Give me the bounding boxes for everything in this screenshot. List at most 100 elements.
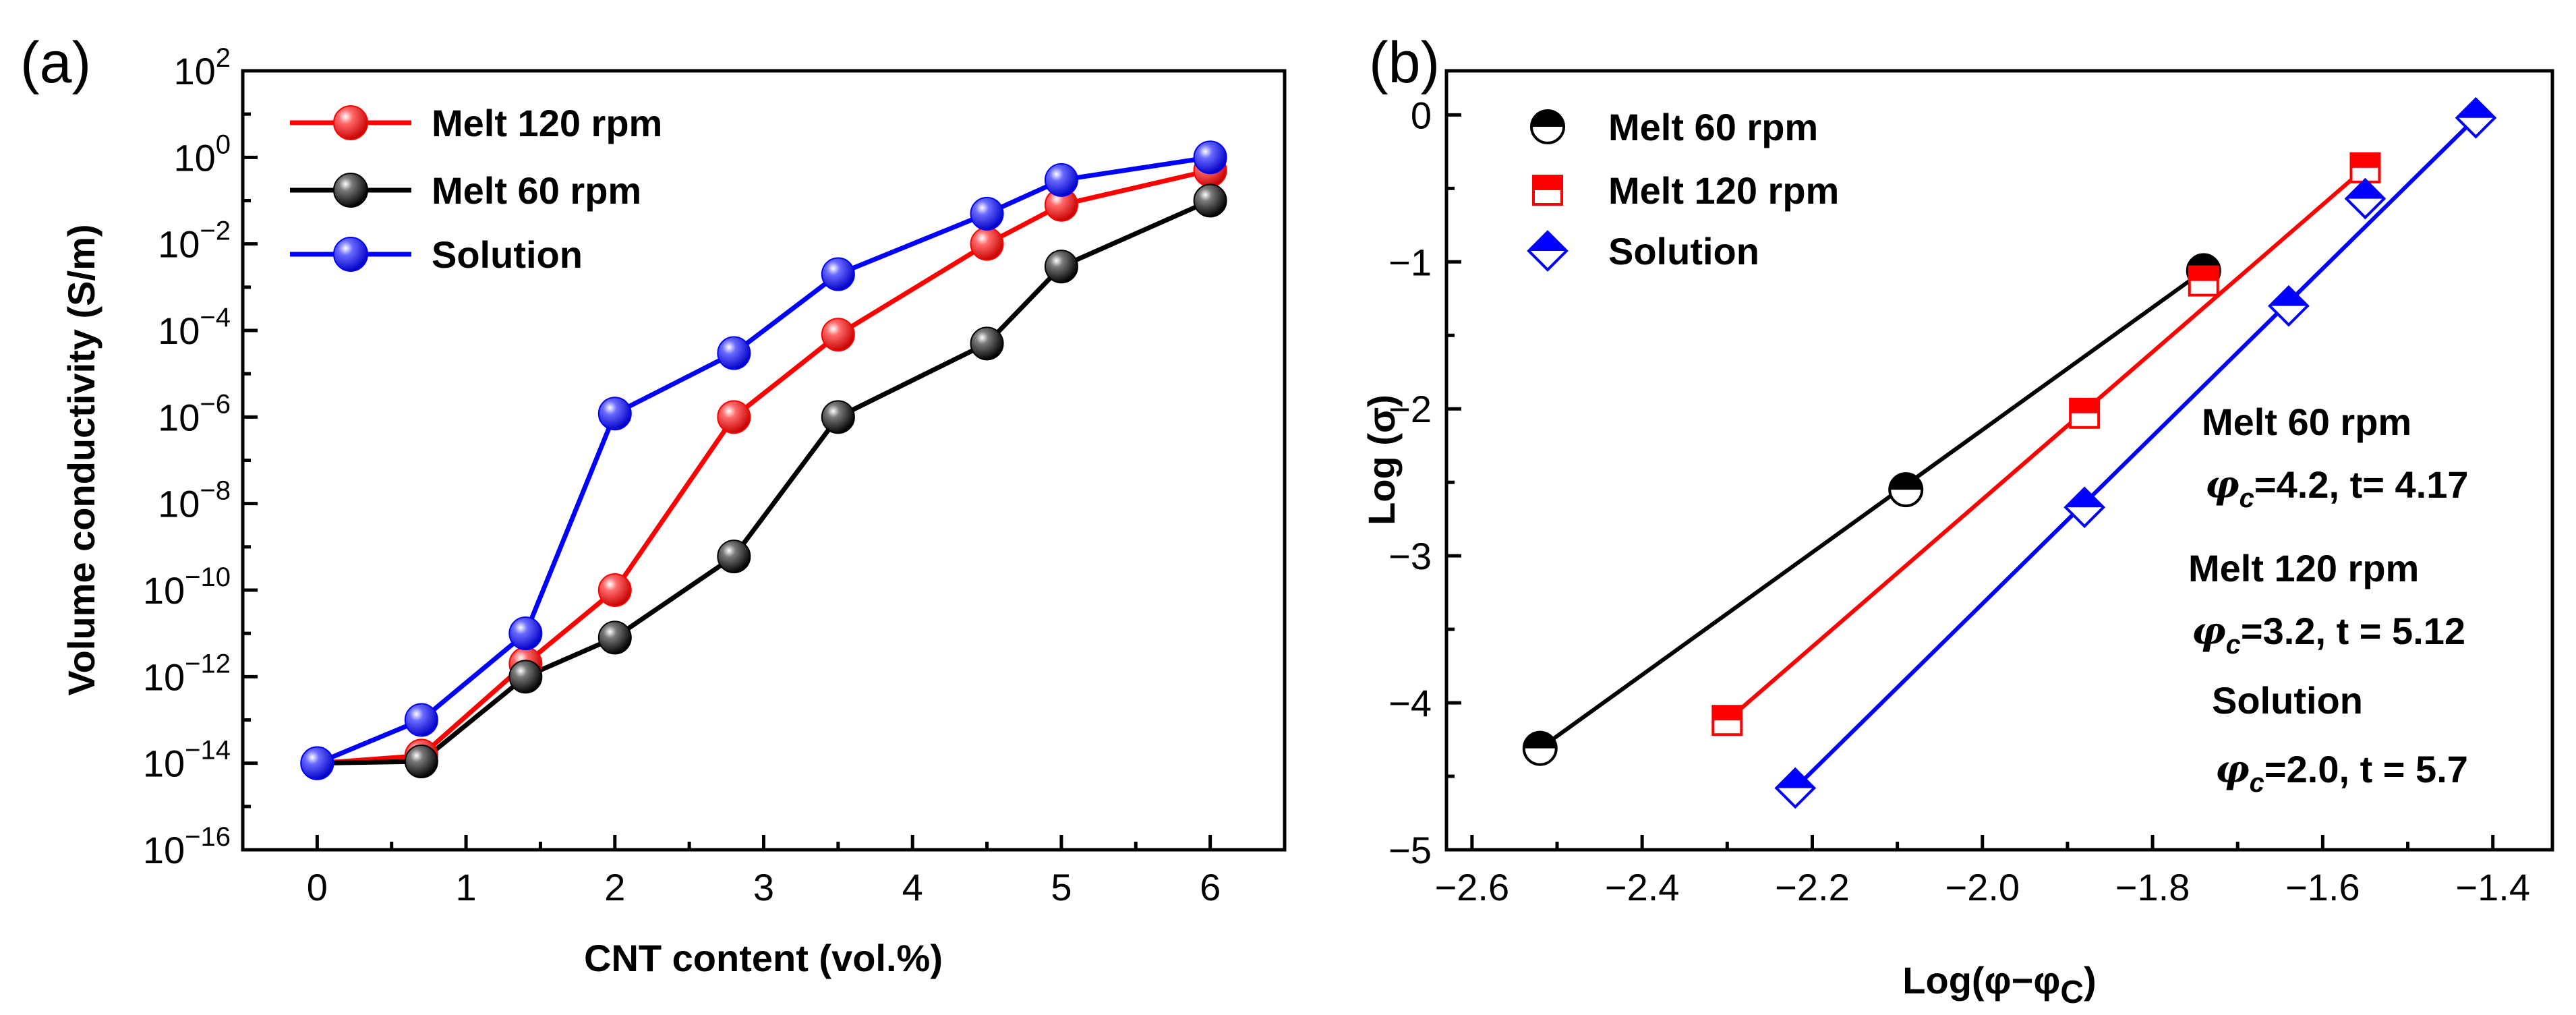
legend-marker-a-2 (333, 237, 368, 272)
data-point-a-2 (1193, 140, 1227, 175)
y-tick-base-a: 10 (158, 483, 200, 525)
fit-annotation-text-b-1: =3.2, t = 5.12 (2241, 610, 2465, 652)
series-markers-b (1522, 96, 2497, 809)
y-tick-label-b: 0 (1411, 94, 1432, 136)
fit-line-b-1 (1726, 166, 2367, 722)
data-point-a-0 (597, 573, 632, 607)
data-point-a-1 (1044, 250, 1078, 284)
y-tick-exponent-a: 2 (216, 43, 231, 73)
data-point-a-2 (508, 616, 543, 651)
legend-label-a-2: Solution (432, 233, 583, 276)
data-point-a-2 (970, 196, 1004, 231)
panel-b: (b) −2.6 −2.4 −2.2 −2.0 −1.8 −1.6 −1.4−5−4−3−2… (1360, 30, 2554, 1010)
x-tick-label-b: −2.0 (1945, 866, 2020, 908)
data-point-a-1 (1193, 183, 1227, 218)
data-point-b-1-fill (1713, 706, 1742, 721)
x-tick-label-a: 0 (307, 866, 328, 908)
fit-line-b-2 (1794, 116, 2478, 790)
y-tick-exponent-a: −16 (185, 822, 231, 852)
y-tick-exponent-a: −12 (185, 649, 231, 678)
data-point-a-1 (821, 400, 855, 434)
y-tick-label-a: 10−2 (158, 216, 231, 266)
data-point-a-2 (1044, 163, 1078, 197)
ticks-a: 0 1 2 3 4 5 610−1610−1410−1210−1010−810−610−41… (143, 43, 1221, 908)
y-tick-label-a: 10−16 (143, 822, 231, 871)
y-tick-label-b: −5 (1388, 829, 1432, 871)
legend-marker-b-1 (1532, 175, 1563, 206)
y-tick-label-a: 102 (173, 43, 231, 92)
data-point-b-2 (2455, 96, 2497, 139)
fit-annotation-symbol-b-2: φ (2215, 747, 2250, 792)
data-point-a-1 (404, 745, 438, 779)
fit-annotation-title-b-1: Melt 120 rpm (2188, 547, 2419, 589)
y-tick-exponent-a: 0 (216, 129, 231, 159)
y-tick-label-a: 10−8 (158, 476, 231, 525)
y-tick-label-a: 10−10 (143, 562, 231, 612)
data-point-a-1 (597, 620, 632, 655)
data-point-b-2-fill (1776, 769, 1815, 788)
y-tick-label-b: −4 (1388, 682, 1432, 724)
data-point-b-1-fill (2189, 266, 2218, 281)
data-point-b-2 (1774, 767, 1817, 809)
y-tick-label-a: 10−4 (158, 303, 231, 352)
legend-label-b-0: Melt 60 rpm (1608, 106, 1818, 148)
data-point-b-2-fill (2346, 179, 2384, 199)
fit-lines-b (1539, 116, 2478, 790)
fit-annotation-symbol-b-1: φ (2192, 609, 2226, 654)
data-point-a-2 (821, 257, 855, 291)
y-tick-exponent-a: −4 (200, 303, 231, 332)
y-tick-base-a: 10 (143, 829, 185, 871)
y-axis-label-b: Log (σ) (1360, 395, 1403, 525)
x-tick-label-b: −2.4 (1605, 866, 1680, 908)
legend-marker-b-2-fill (1529, 232, 1567, 251)
y-tick-exponent-a: −8 (200, 476, 231, 506)
y-tick-exponent-a: −6 (200, 389, 231, 419)
y-tick-base-a: 10 (173, 136, 215, 179)
fit-annotation-text-b-0: =4.2, t= 4.17 (2254, 463, 2469, 506)
x-tick-label-a: 5 (1051, 866, 1072, 908)
data-point-a-0 (821, 318, 855, 352)
fit-annotation-symbol-b-0: φ (2205, 463, 2240, 507)
data-point-b-2 (2063, 486, 2105, 529)
legend-marker-b-2 (1527, 230, 1569, 272)
series-markers-a (300, 140, 1227, 780)
data-point-a-1 (970, 326, 1004, 361)
plot-frame-b (1444, 69, 2554, 852)
series-line-a-1 (317, 198, 1212, 766)
x-tick-label-b: −2.6 (1435, 866, 1510, 908)
x-tick-label-b: −1.8 (2115, 866, 2190, 908)
x-tick-label-b: −1.4 (2455, 866, 2530, 908)
y-axis-label-a: Volume conductivity (S/m) (60, 224, 103, 695)
data-point-b-2-fill (2457, 98, 2495, 118)
data-point-b-0 (1888, 472, 1924, 508)
x-tick-label-a: 2 (604, 866, 625, 908)
panel-label-b: (b) (1369, 30, 1440, 95)
data-point-b-1 (2188, 265, 2219, 297)
y-tick-exponent-a: −10 (185, 562, 231, 592)
legend-label-a-1: Melt 60 rpm (432, 169, 641, 212)
legend-label-a-0: Melt 120 rpm (432, 102, 662, 144)
legend-label-b-1: Melt 120 rpm (1608, 169, 1839, 212)
y-tick-label-a: 10−6 (158, 389, 231, 438)
fit-annotation-sub-b-2: c (2250, 768, 2264, 798)
fit-annotation-title-b-2: Solution (2212, 679, 2363, 722)
y-tick-base-a: 10 (158, 396, 200, 438)
legend-marker-a-0 (333, 105, 368, 140)
legend-marker-b-0 (1530, 109, 1565, 144)
fit-annotation-text-b-2: =2.0, t = 5.7 (2264, 748, 2468, 790)
data-point-a-2 (717, 336, 751, 370)
y-tick-base-a: 10 (173, 50, 215, 92)
fit-annotation-params-b-0: φc=4.2, t= 4.17 (2205, 463, 2469, 513)
x-tick-label-a: 4 (902, 866, 923, 908)
data-point-b-0-fill (1890, 473, 1923, 490)
data-point-b-0 (1522, 730, 1558, 766)
legend-a: Melt 120 rpm Melt 60 rpm Solution (290, 102, 662, 276)
data-point-a-1 (508, 660, 543, 694)
data-point-b-1-fill (2351, 153, 2380, 168)
y-tick-base-a: 10 (143, 656, 185, 698)
y-tick-label-a: 10−14 (143, 736, 231, 785)
x-tick-label-b: −2.2 (1775, 866, 1850, 908)
data-point-b-2-fill (2269, 287, 2308, 306)
ticks-b: −2.6 −2.4 −2.2 −2.0 −1.8 −1.6 −1.4 −5 −4 −3 −2 −1 0 (1388, 94, 2530, 908)
